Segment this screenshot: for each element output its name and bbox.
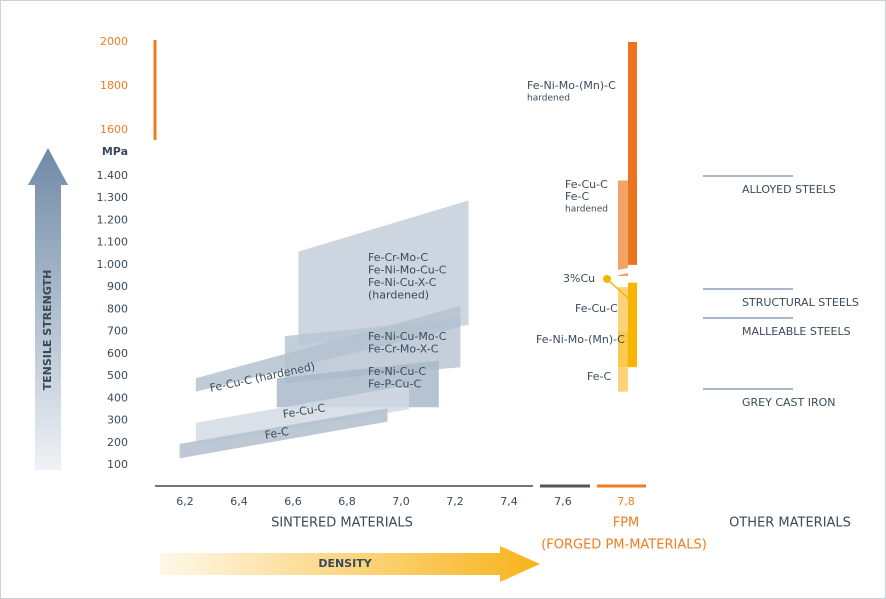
region-label: Fe-Cr-Mo-X-C <box>368 343 439 356</box>
reference-label: STRUCTURAL STEELS <box>742 296 859 309</box>
region-label: Fe-Ni-Cu-C <box>368 365 426 378</box>
fpm-label: Fe-Ni-Mo-(Mn)-C <box>527 79 616 92</box>
x-tick-label: 7,0 <box>392 495 410 508</box>
y-tick-label: 500 <box>107 369 128 382</box>
x-tick-label: 6,4 <box>230 495 248 508</box>
y-axis-title: TENSILE STRENGTH <box>41 270 54 391</box>
x-tick-label: 7,2 <box>446 495 464 508</box>
fpm-bar <box>618 180 628 277</box>
region-label: Fe-Ni-Cu-Mo-C <box>368 330 447 343</box>
x-tick-label: 7,4 <box>500 495 518 508</box>
fpm-label: Fe-Ni-Mo-(Mn)-C <box>536 333 625 346</box>
y-tick-label: 900 <box>107 280 128 293</box>
y-tick-label: 600 <box>107 347 128 360</box>
fpm-bar <box>618 287 628 350</box>
reference-label: GREY CAST IRON <box>742 396 836 409</box>
fpm-label: hardened <box>565 205 608 215</box>
y-tick-label: 1.000 <box>97 258 129 271</box>
region-label: Fe-C <box>264 425 290 442</box>
reference-label: MALLEABLE STEELS <box>742 325 851 338</box>
y-tick-label: 1.400 <box>97 169 129 182</box>
region-label: Fe-P-Cu-C <box>368 378 421 391</box>
y-tick-label: 700 <box>107 325 128 338</box>
x-tick-label: 6,8 <box>338 495 356 508</box>
strength-arrow <box>28 148 68 470</box>
y-tick-label: 2000 <box>100 35 128 48</box>
fpm-label: Fe-C <box>587 370 611 383</box>
y-tick-label: 1.100 <box>97 236 129 249</box>
x-tick-label: 6,2 <box>176 495 194 508</box>
group-label: OTHER MATERIALS <box>729 516 851 531</box>
y-tick-label: 1600 <box>100 123 128 136</box>
y-tick-label: 1.200 <box>97 213 129 226</box>
axis-break <box>609 264 646 277</box>
y-tick-label: 400 <box>107 391 128 404</box>
region <box>179 408 388 459</box>
group-label: (FORGED PM-MATERIALS) <box>541 538 707 553</box>
y-tick-label: 100 <box>107 458 128 471</box>
region <box>195 306 461 392</box>
y-unit: MPa <box>102 145 128 158</box>
x-tick-label: 7,8 <box>617 495 635 508</box>
fpm-bar <box>618 331 628 368</box>
region <box>298 200 469 345</box>
fpm-label: hardened <box>527 94 570 104</box>
fpm-label: Fe-C <box>565 190 589 203</box>
fpm-label: Fe-Cu-C <box>565 178 608 191</box>
y-tick-label: 1.300 <box>97 191 129 204</box>
fpm-bar <box>618 367 628 392</box>
density-arrow <box>160 546 540 582</box>
x-axis-title: DENSITY <box>318 557 372 570</box>
fpm-bar <box>628 42 637 265</box>
y-tick-label: 1800 <box>100 79 128 92</box>
group-label: FPM <box>613 516 640 531</box>
fpm-label: Fe-Cu-C <box>575 302 618 315</box>
fpm-bar <box>628 282 637 368</box>
fpm-label: 3%Cu <box>563 272 595 285</box>
reference-label: ALLOYED STEELS <box>742 183 836 196</box>
y-tick-label: 800 <box>107 302 128 315</box>
x-tick-label: 6,6 <box>284 495 302 508</box>
region-label: (hardened) <box>368 289 429 302</box>
region-label: Fe-Ni-Cu-X-C <box>368 276 437 289</box>
region <box>195 384 410 444</box>
y-tick-label: 300 <box>107 414 128 427</box>
region-label: Fe-Cr-Mo-C <box>368 251 428 264</box>
region-label: Fe-Ni-Mo-Cu-C <box>368 264 447 277</box>
pointer-line <box>606 278 631 301</box>
y-tick-label: 200 <box>107 436 128 449</box>
group-label: SINTERED MATERIALS <box>271 516 413 531</box>
x-tick-label: 7,6 <box>554 495 572 508</box>
